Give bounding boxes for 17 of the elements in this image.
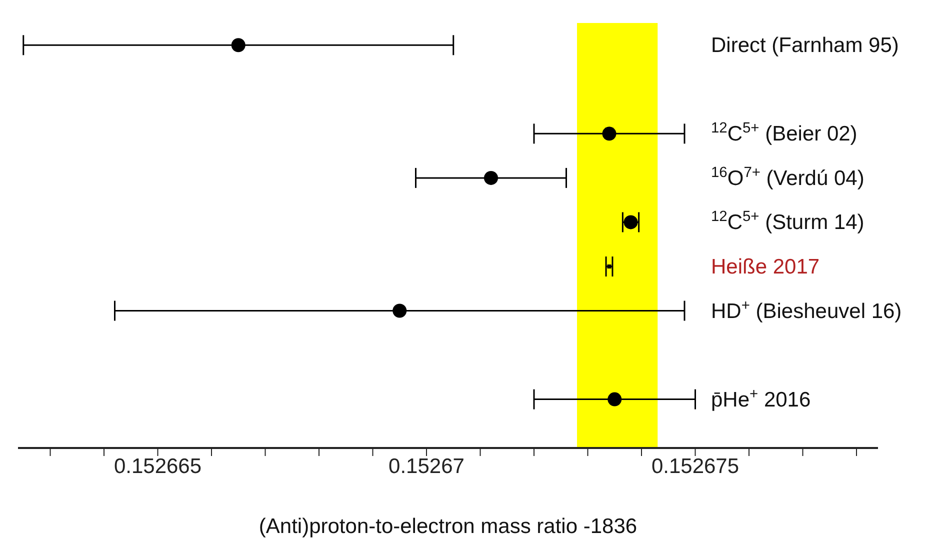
point [624,215,638,230]
point [602,126,616,141]
y-tick-label: HD$^{+}$ (Biesheuvel 16) [711,298,902,323]
y-tick-label: Heiße 2017 [711,255,820,278]
y-tick-label: $^{12}$C$^{5+}$ (Sturm 14) [711,209,864,234]
point [392,304,407,318]
x-tick-label: 0.15267 [388,454,464,478]
y-tick-label: $^{16}$O$^{7+}$ (Verdú 04) [711,164,864,190]
point [484,170,498,185]
point [608,392,622,406]
y-tick-label: Direct (Farnham 95) [711,34,899,58]
y-tick-label: $^{12}$C$^{5+}$ (Beier 02) [711,120,858,146]
x-tick-label: 0.152665 [114,454,202,478]
point [231,38,246,52]
y-tick-label: p̄He$^{+}$ 2016 [711,386,811,412]
x-axis-title: (Anti)proton-to-electron mass ratio -1836 [258,515,638,538]
x-tick-label: 0.152675 [651,454,740,478]
